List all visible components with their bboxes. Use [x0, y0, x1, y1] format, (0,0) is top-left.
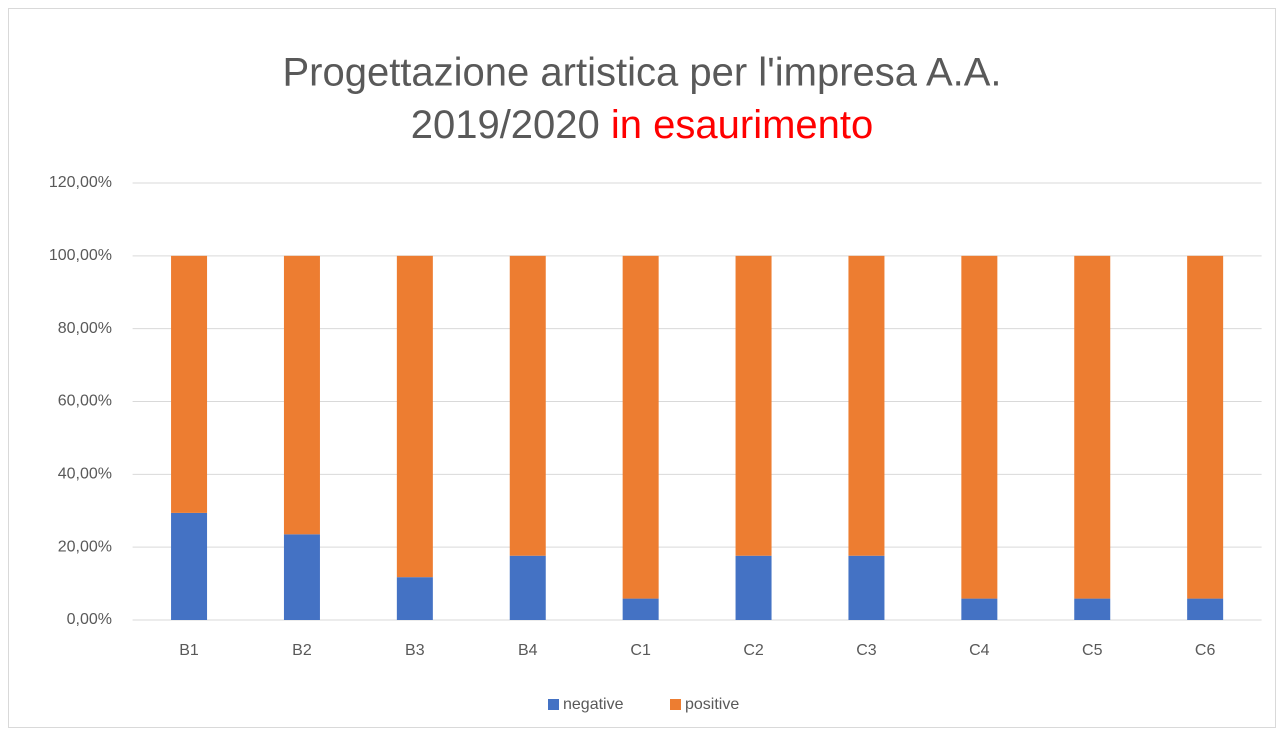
chart-title-highlight: in esaurimento — [611, 103, 873, 147]
y-tick-label: 100,00% — [49, 247, 112, 264]
x-tick-label: B3 — [405, 642, 425, 659]
x-tick-label: B2 — [292, 642, 312, 659]
x-tick-label: C6 — [1195, 642, 1216, 659]
y-tick-label: 40,00% — [58, 466, 112, 483]
x-tick-label: C4 — [969, 642, 990, 659]
y-tick-label: 0,00% — [67, 611, 112, 628]
bar-segment — [1187, 598, 1224, 620]
y-tick-label: 60,00% — [58, 393, 112, 410]
bar-segment — [848, 255, 885, 556]
bar-segment — [396, 577, 433, 620]
x-tick-label: B4 — [518, 642, 538, 659]
x-tick-label: B1 — [179, 642, 199, 659]
x-tick-label: C5 — [1082, 642, 1103, 659]
bar-segment — [961, 598, 998, 620]
bar-segment — [735, 255, 772, 556]
y-tick-label: 120,00% — [49, 174, 112, 191]
legend-label: negative — [563, 696, 624, 713]
x-tick-label: C3 — [856, 642, 877, 659]
legend-label: positive — [685, 696, 739, 713]
legend-swatch — [548, 699, 559, 710]
x-tick-label: C1 — [630, 642, 651, 659]
bar-segment — [1187, 255, 1224, 599]
chart-title-year: 2019/2020 — [411, 103, 600, 147]
bar-segment — [1074, 255, 1111, 599]
bar-segment — [171, 512, 208, 620]
bar-segment — [735, 555, 772, 620]
bar-segment — [622, 255, 659, 599]
y-tick-label: 80,00% — [58, 320, 112, 337]
bar-segment — [283, 255, 320, 535]
bar-segment — [396, 255, 433, 578]
bar-segment — [961, 255, 998, 599]
bar-segment — [622, 598, 659, 620]
x-tick-label: C2 — [743, 642, 764, 659]
chart-title: Progettazione artistica per l'impresa A.… — [282, 51, 1001, 95]
bar-segment — [1074, 598, 1111, 620]
bar-segment — [509, 555, 546, 620]
legend-swatch — [670, 699, 681, 710]
chart-title-line: 2019/2020 in esaurimento — [411, 103, 874, 147]
bar-segment — [171, 255, 208, 513]
bar-segment — [848, 555, 885, 620]
bar-segment — [283, 534, 320, 620]
bar-segment — [509, 255, 546, 556]
y-tick-label: 20,00% — [58, 538, 112, 555]
